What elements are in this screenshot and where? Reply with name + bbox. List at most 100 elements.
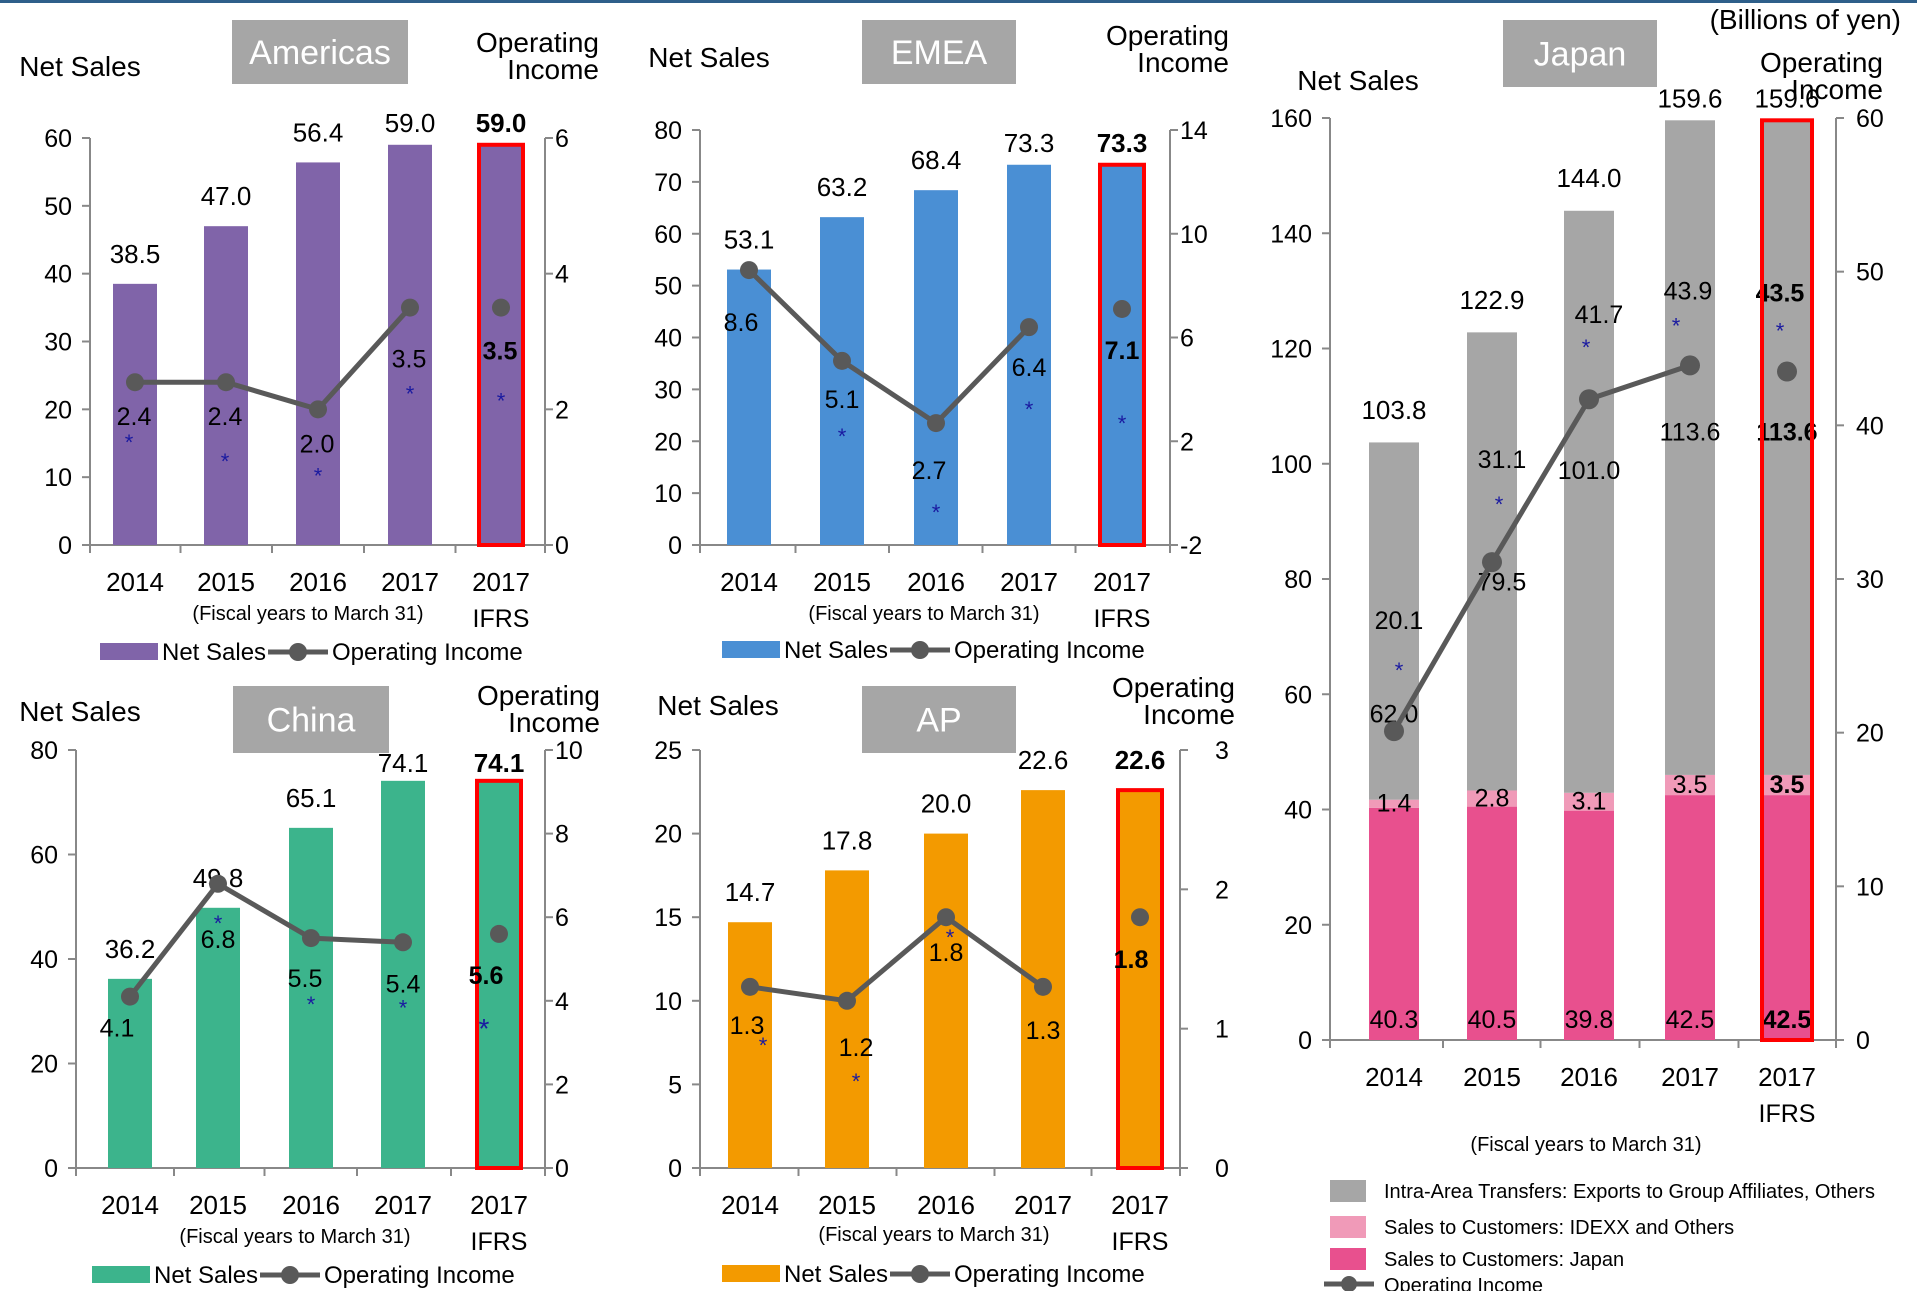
note-asterisk: * bbox=[838, 424, 847, 449]
right-axis-title-line2: Income bbox=[1791, 74, 1883, 105]
note-asterisk: * bbox=[479, 1013, 490, 1044]
segment-label-japan: 42.5 bbox=[1666, 1006, 1715, 1034]
operating-income-label: 5.4 bbox=[386, 970, 421, 998]
bar-value-label: 65.1 bbox=[286, 783, 337, 813]
right-tick-label: 4 bbox=[555, 988, 569, 1016]
right-tick-label: 50 bbox=[1856, 259, 1884, 287]
category-label: 2014 bbox=[1365, 1062, 1423, 1092]
bar-net-sales bbox=[381, 780, 425, 1168]
legend-label-net-sales: Net Sales bbox=[154, 1262, 258, 1289]
left-tick-label: 120 bbox=[1270, 336, 1312, 364]
left-tick-label: 100 bbox=[1270, 451, 1312, 479]
bar-net-sales bbox=[1118, 790, 1162, 1168]
legend-label: Intra-Area Transfers: Exports to Group A… bbox=[1384, 1181, 1875, 1203]
operating-income-marker bbox=[1777, 361, 1797, 382]
category-sublabel: IFRS bbox=[1112, 1228, 1169, 1256]
left-tick-label: 20 bbox=[654, 821, 682, 849]
category-label: 2016 bbox=[282, 1190, 340, 1220]
operating-income-label: 6.4 bbox=[1012, 354, 1047, 382]
bar-net-sales bbox=[477, 780, 521, 1168]
operating-income-label: 1.8 bbox=[929, 939, 964, 967]
note-asterisk: * bbox=[307, 992, 316, 1017]
left-tick-label: 10 bbox=[654, 480, 682, 508]
chart-title-box bbox=[1503, 20, 1657, 87]
legend-label-operating-income: Operating Income bbox=[332, 639, 523, 666]
operating-income-label: 3.5 bbox=[483, 338, 518, 366]
left-tick-label: 40 bbox=[44, 261, 72, 289]
left-tick-label: 0 bbox=[668, 532, 682, 560]
ifrs-highlight-frame bbox=[1098, 162, 1146, 547]
bar-net-sales bbox=[289, 827, 333, 1168]
category-label: 2016 bbox=[907, 567, 965, 597]
note-asterisk: * bbox=[1395, 658, 1404, 683]
left-tick-label: 0 bbox=[58, 532, 72, 560]
ifrs-highlight-frame bbox=[477, 142, 525, 548]
bar-value-label: 56.4 bbox=[293, 117, 344, 147]
category-label: 2014 bbox=[106, 567, 164, 597]
left-tick-label: 40 bbox=[654, 325, 682, 353]
chart-title: Americas bbox=[249, 34, 391, 72]
bar-segment-japan bbox=[1564, 810, 1614, 1040]
left-axis-title: Net Sales bbox=[657, 690, 778, 721]
left-tick-label: 20 bbox=[30, 1051, 58, 1079]
note-asterisk: * bbox=[497, 389, 506, 414]
bar-segment-idexx bbox=[1369, 799, 1419, 808]
ifrs-highlight-frame bbox=[475, 778, 523, 1170]
left-tick-label: 50 bbox=[654, 273, 682, 301]
note-asterisk: * bbox=[221, 449, 230, 474]
operating-income-marker bbox=[394, 933, 412, 952]
bar-value-label: 73.3 bbox=[1004, 128, 1055, 158]
left-tick-label: 80 bbox=[654, 117, 682, 145]
category-label: 2016 bbox=[917, 1190, 975, 1220]
right-axis-title-line1: Operating bbox=[1112, 672, 1235, 703]
left-tick-label: 20 bbox=[44, 396, 72, 424]
operating-income-marker bbox=[838, 991, 856, 1010]
right-tick-label: 20 bbox=[1856, 720, 1884, 748]
bar-segment-intra-area bbox=[1762, 120, 1812, 775]
note-asterisk: * bbox=[125, 430, 134, 455]
category-label: 2017 bbox=[470, 1190, 528, 1220]
right-tick-label: 10 bbox=[1856, 873, 1884, 901]
left-tick-label: 0 bbox=[1298, 1027, 1312, 1055]
note-asterisk: * bbox=[1776, 319, 1785, 344]
operating-income-label: 20.1 bbox=[1375, 607, 1424, 635]
left-tick-label: 30 bbox=[44, 329, 72, 357]
left-tick-label: 50 bbox=[44, 193, 72, 221]
operating-income-marker bbox=[209, 874, 227, 893]
legend-swatch bbox=[1330, 1248, 1366, 1270]
bar-value-label: 22.6 bbox=[1115, 745, 1166, 775]
right-axis-title-line1: Operating bbox=[1106, 20, 1229, 51]
legend-swatch bbox=[1330, 1180, 1366, 1202]
bar-value-label: 22.6 bbox=[1018, 745, 1069, 775]
left-tick-label: 10 bbox=[44, 464, 72, 492]
bar-value-label: 17.8 bbox=[822, 825, 873, 855]
operating-income-label: 1.3 bbox=[730, 1012, 765, 1040]
right-tick-label: 30 bbox=[1856, 566, 1884, 594]
right-axis-title-line2: Income bbox=[507, 54, 599, 85]
bar-segment-idexx bbox=[1665, 774, 1715, 796]
x-axis-label: (Fiscal years to March 31) bbox=[192, 603, 423, 625]
right-axis-title-line2: Income bbox=[508, 707, 600, 738]
left-tick-label: 70 bbox=[654, 169, 682, 197]
bar-value-label: 63.2 bbox=[817, 172, 868, 202]
segment-label-japan: 39.8 bbox=[1565, 1006, 1614, 1034]
category-label: 2014 bbox=[101, 1190, 159, 1220]
category-label: 2016 bbox=[289, 567, 347, 597]
segment-label-idexx: 2.8 bbox=[1475, 785, 1510, 813]
category-label: 2017 bbox=[1111, 1190, 1169, 1220]
chart-title-box bbox=[862, 20, 1016, 84]
left-axis-title: Net Sales bbox=[19, 51, 140, 82]
bar-value-label: 53.1 bbox=[724, 225, 775, 255]
chart-title-box bbox=[233, 686, 389, 753]
category-label: 2015 bbox=[813, 567, 871, 597]
left-tick-label: 40 bbox=[30, 946, 58, 974]
right-tick-label: 0 bbox=[1215, 1155, 1229, 1183]
note-asterisk: * bbox=[1118, 411, 1127, 436]
note-asterisk: * bbox=[214, 911, 223, 936]
operating-income-line bbox=[1391, 363, 1691, 733]
bar-segment-japan bbox=[1665, 795, 1715, 1040]
bar-segment-idexx bbox=[1467, 790, 1517, 807]
